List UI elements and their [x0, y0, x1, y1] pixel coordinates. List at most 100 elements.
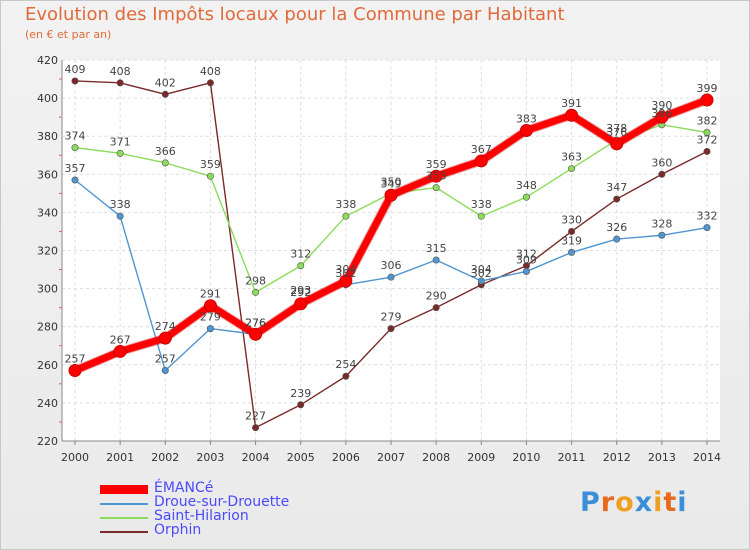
logo-letter: x — [634, 487, 654, 518]
data-point — [113, 344, 127, 358]
y-tick-label: 360 — [37, 168, 58, 181]
data-label: 338 — [471, 198, 492, 211]
data-label: 274 — [155, 320, 176, 333]
data-label: 359 — [200, 158, 221, 171]
data-point — [342, 372, 350, 380]
data-label: 279 — [200, 311, 221, 324]
y-tick-label: 420 — [37, 54, 58, 67]
data-label: 357 — [65, 162, 86, 175]
data-point — [249, 327, 263, 341]
data-label: 408 — [110, 65, 131, 78]
data-point — [206, 79, 214, 87]
data-label: 349 — [381, 177, 402, 190]
data-point — [613, 235, 621, 243]
data-label: 338 — [110, 198, 131, 211]
data-label: 257 — [65, 353, 86, 366]
data-point — [71, 77, 79, 85]
data-point — [297, 262, 305, 270]
data-label: 338 — [335, 198, 356, 211]
data-point — [161, 367, 169, 375]
data-point — [429, 169, 443, 183]
data-label: 304 — [335, 263, 356, 276]
data-point — [297, 401, 305, 409]
x-tick-label: 2010 — [512, 451, 540, 464]
data-point — [474, 154, 488, 168]
proxiti-logo: Proxiti — [580, 487, 688, 518]
data-label: 292 — [290, 286, 311, 299]
data-label: 328 — [651, 217, 672, 230]
data-label: 382 — [697, 114, 718, 127]
data-point — [294, 297, 308, 311]
chart-subtitle: (en € et par an) — [25, 28, 112, 41]
data-point — [658, 170, 666, 178]
data-label: 227 — [245, 410, 266, 423]
data-point — [71, 176, 79, 184]
data-point — [432, 304, 440, 312]
data-point — [658, 231, 666, 239]
data-label: 348 — [516, 179, 537, 192]
data-point — [610, 137, 624, 151]
x-tick-label: 2004 — [242, 451, 270, 464]
data-label: 326 — [606, 221, 627, 234]
data-point — [613, 195, 621, 203]
data-label: 374 — [65, 130, 86, 143]
data-point — [703, 147, 711, 155]
data-point — [161, 90, 169, 98]
data-point — [339, 274, 353, 288]
y-tick-label: 220 — [37, 435, 58, 448]
data-label: 315 — [426, 242, 447, 255]
data-point — [206, 325, 214, 333]
data-label: 293 — [290, 284, 311, 297]
data-label: 353 — [426, 170, 447, 183]
x-tick-label: 2014 — [693, 451, 721, 464]
data-label: 302 — [335, 267, 356, 280]
data-label: 290 — [426, 290, 447, 303]
logo-letter: t — [663, 487, 678, 518]
data-label: 312 — [516, 248, 537, 261]
data-label: 239 — [290, 387, 311, 400]
data-point — [203, 299, 217, 313]
data-label: 383 — [516, 112, 537, 125]
x-tick-label: 2003 — [196, 451, 224, 464]
data-point — [477, 277, 485, 285]
data-point — [432, 256, 440, 264]
data-label: 306 — [381, 259, 402, 272]
data-label: 350 — [381, 175, 402, 188]
legend-label: Orphin — [154, 522, 202, 538]
data-label: 399 — [697, 82, 718, 95]
data-point — [71, 144, 79, 152]
data-point — [206, 172, 214, 180]
legend-label: Saint-Hilarion — [154, 508, 249, 524]
data-point — [703, 128, 711, 136]
x-tick-label: 2000 — [61, 451, 89, 464]
legend-swatch — [100, 517, 148, 519]
data-label: 360 — [651, 156, 672, 169]
data-point — [116, 149, 124, 157]
legend-swatch — [100, 485, 148, 494]
x-tick-label: 2008 — [422, 451, 450, 464]
data-label: 330 — [561, 213, 582, 226]
data-label: 276 — [245, 316, 266, 329]
y-tick-label: 340 — [37, 206, 58, 219]
data-point — [655, 110, 669, 124]
y-tick-label: 380 — [37, 130, 58, 143]
data-label: 367 — [471, 143, 492, 156]
legend-label: ÉMANCé — [154, 480, 214, 496]
x-tick-label: 2007 — [377, 451, 405, 464]
data-label: 391 — [561, 97, 582, 110]
data-point — [161, 159, 169, 167]
data-label: 371 — [110, 135, 131, 148]
y-tick-label: 300 — [37, 283, 58, 296]
y-tick-label: 260 — [37, 359, 58, 372]
data-label: 279 — [381, 311, 402, 324]
data-point — [158, 331, 172, 345]
logo-letter: o — [615, 487, 635, 518]
x-tick-label: 2011 — [558, 451, 586, 464]
data-point — [68, 364, 82, 378]
legend-swatch — [100, 531, 148, 533]
x-tick-label: 2012 — [603, 451, 631, 464]
data-label: 402 — [155, 76, 176, 89]
x-tick-label: 2005 — [287, 451, 315, 464]
data-point — [116, 212, 124, 220]
